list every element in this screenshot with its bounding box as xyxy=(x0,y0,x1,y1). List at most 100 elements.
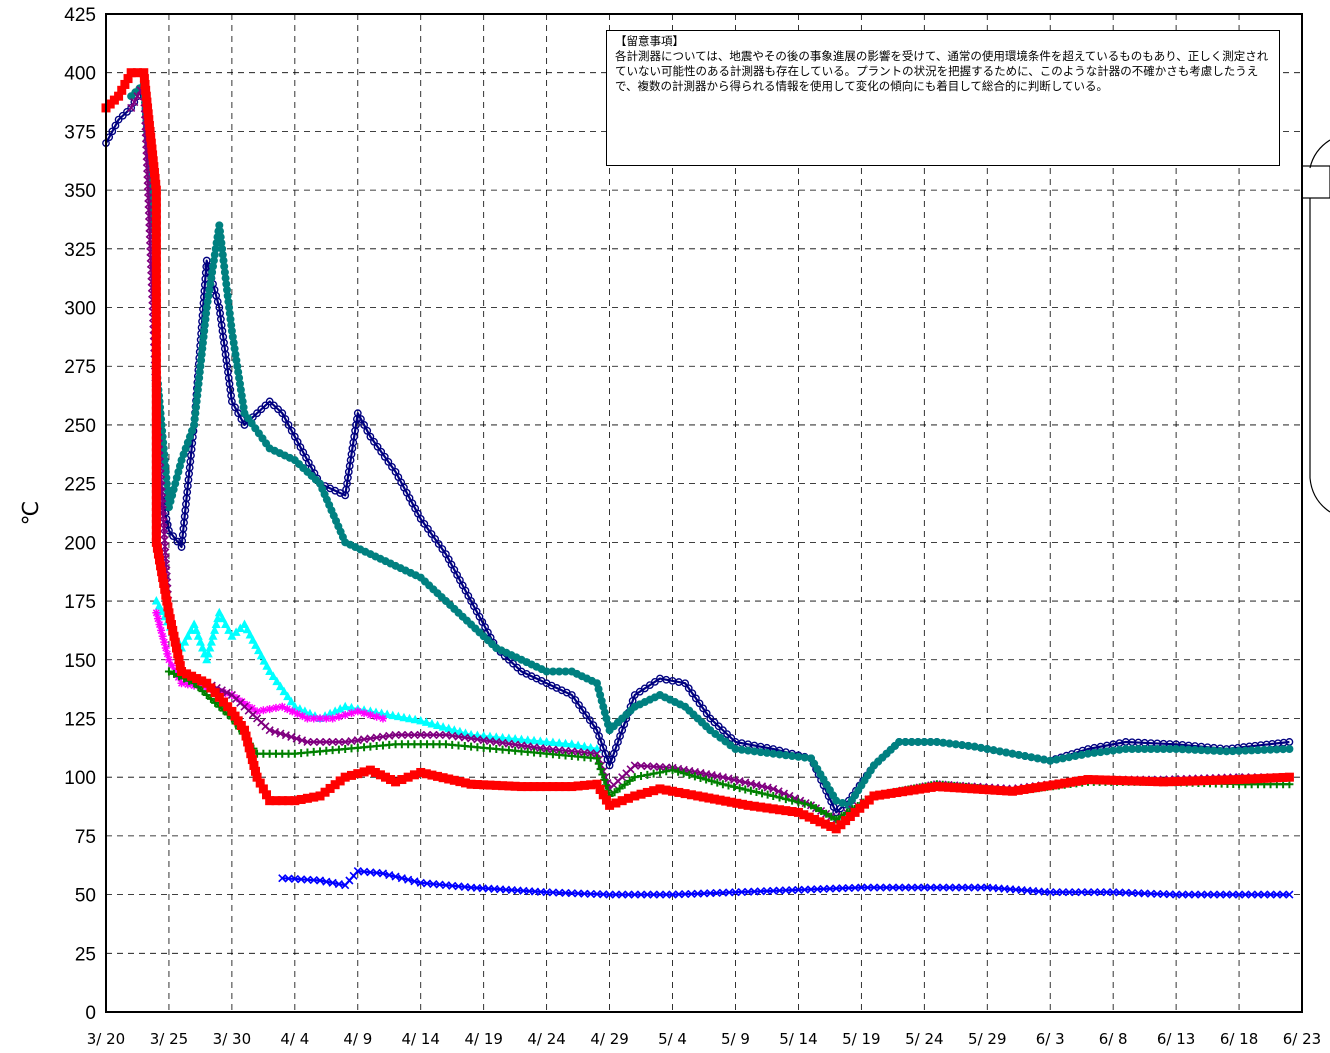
series-point xyxy=(1002,748,1011,757)
series-point xyxy=(309,737,318,747)
series-point xyxy=(421,717,431,726)
series-point xyxy=(287,426,296,435)
series-point xyxy=(618,890,627,899)
series-point xyxy=(523,742,532,751)
series-point xyxy=(334,737,343,747)
series-point xyxy=(265,397,274,406)
series-point xyxy=(219,256,228,265)
series-point xyxy=(737,745,746,754)
series-point xyxy=(571,696,580,704)
series-point xyxy=(229,338,238,347)
series-point xyxy=(429,730,438,739)
series-point xyxy=(195,373,204,382)
series-point xyxy=(1109,888,1118,897)
x-tick-label: 6/ 18 xyxy=(1220,1030,1258,1048)
series-point xyxy=(222,285,231,294)
series-point xyxy=(225,309,234,318)
series-point xyxy=(1083,888,1093,897)
series-point xyxy=(422,730,432,739)
series-point xyxy=(270,727,280,736)
series-point xyxy=(221,274,230,283)
series-point xyxy=(561,667,570,676)
series-point xyxy=(315,737,325,747)
series-point xyxy=(706,889,715,898)
series-point xyxy=(548,737,558,747)
series-point xyxy=(209,256,218,265)
series-point xyxy=(460,733,469,742)
series-point xyxy=(574,889,583,898)
series-point xyxy=(794,885,803,894)
series-point xyxy=(573,740,583,749)
series-point xyxy=(1071,752,1080,761)
series-point xyxy=(794,752,803,761)
series-point xyxy=(643,762,652,771)
series-point xyxy=(1209,890,1218,899)
series-point xyxy=(210,625,220,634)
series-point xyxy=(951,740,960,749)
y-tick-label: 300 xyxy=(64,299,96,320)
series-point xyxy=(215,221,224,230)
series-point xyxy=(322,737,331,747)
series-point xyxy=(388,462,396,471)
series-point xyxy=(410,877,419,886)
y-tick-label: 325 xyxy=(64,240,96,261)
series-point xyxy=(730,782,739,791)
series-point xyxy=(529,735,539,745)
series-point xyxy=(1127,888,1137,898)
series-point xyxy=(118,111,127,120)
series-point xyxy=(214,607,224,617)
series-point xyxy=(1234,890,1244,899)
series-point xyxy=(901,883,910,892)
series-point xyxy=(284,421,293,429)
series-point xyxy=(183,680,192,689)
series-point xyxy=(662,890,671,899)
series-point xyxy=(1216,747,1225,756)
series-point xyxy=(227,321,236,330)
series-point xyxy=(1184,890,1193,899)
series-point xyxy=(388,710,398,720)
series-point xyxy=(202,303,211,312)
series-point xyxy=(200,321,209,330)
series-point xyxy=(907,737,916,746)
series-point xyxy=(1165,744,1174,753)
series-point xyxy=(685,770,694,779)
series-point xyxy=(190,420,199,429)
series-point xyxy=(970,742,979,751)
series-point xyxy=(155,620,164,629)
series-point xyxy=(970,883,979,892)
series-point xyxy=(723,730,731,739)
y-tick-label: 200 xyxy=(64,533,96,554)
series-point xyxy=(284,874,293,883)
series-point xyxy=(206,280,215,289)
series-point xyxy=(769,749,778,758)
series-point xyxy=(1096,748,1105,757)
series-point xyxy=(536,744,545,753)
series-point xyxy=(438,545,447,553)
series-point xyxy=(393,711,403,721)
series-point xyxy=(731,744,740,753)
series-point xyxy=(162,473,171,482)
y-tick-label: 0 xyxy=(85,1003,96,1024)
x-tick-label: 5/ 4 xyxy=(658,1030,687,1048)
series-point xyxy=(198,687,207,696)
series-point xyxy=(177,679,186,688)
series-point xyxy=(454,732,463,741)
series-point xyxy=(586,742,596,752)
series-point xyxy=(1253,890,1263,899)
series-point xyxy=(211,244,220,253)
series-line xyxy=(130,83,1290,807)
series-point xyxy=(529,743,539,752)
series-point xyxy=(233,362,242,371)
series-point xyxy=(1014,750,1023,759)
series-point xyxy=(1140,889,1149,898)
series-point xyxy=(235,379,244,388)
series-point xyxy=(210,250,219,259)
series-point xyxy=(479,736,488,745)
x-tick-label: 5/ 24 xyxy=(905,1030,943,1048)
series-point xyxy=(1159,744,1168,753)
y-tick-label: 425 xyxy=(64,5,96,26)
series-layer xyxy=(101,68,1294,899)
series-point xyxy=(404,875,413,884)
series-point xyxy=(203,297,212,306)
series-point xyxy=(492,737,501,747)
